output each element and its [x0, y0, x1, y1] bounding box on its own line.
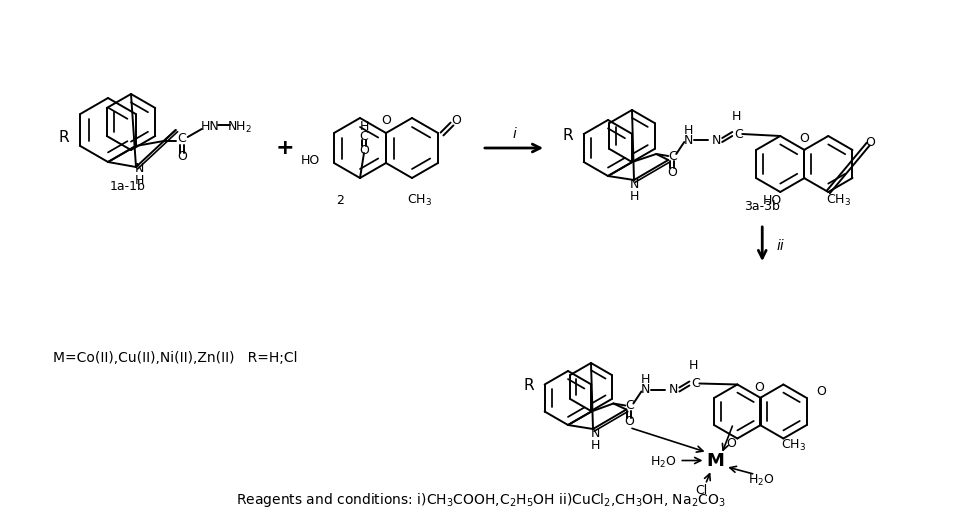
Text: O: O — [754, 381, 765, 394]
Text: O: O — [359, 144, 369, 157]
Text: O: O — [866, 136, 875, 148]
Text: 1a-1b: 1a-1b — [110, 179, 146, 193]
Text: H$_2$O: H$_2$O — [748, 473, 774, 488]
Text: ii: ii — [776, 239, 784, 253]
Text: C: C — [691, 377, 700, 390]
Text: H: H — [689, 359, 698, 372]
Text: HO: HO — [300, 154, 320, 167]
Text: i: i — [512, 127, 516, 141]
Text: N: N — [590, 427, 600, 440]
Text: 3a-3b: 3a-3b — [744, 199, 780, 213]
Text: Cl: Cl — [695, 484, 708, 497]
Text: C: C — [359, 129, 369, 143]
Text: O: O — [624, 415, 635, 428]
Text: CH$_3$: CH$_3$ — [781, 438, 806, 453]
Text: M: M — [707, 451, 724, 470]
Text: H: H — [135, 174, 144, 187]
Text: O: O — [667, 166, 677, 178]
Text: O: O — [381, 114, 391, 126]
Text: H$_2$O: H$_2$O — [650, 455, 677, 470]
Text: N: N — [640, 383, 650, 396]
Text: HO: HO — [763, 194, 782, 207]
Text: CH$_3$: CH$_3$ — [407, 193, 432, 208]
Text: N: N — [668, 383, 678, 396]
Text: R: R — [524, 379, 534, 393]
Text: H: H — [630, 189, 638, 203]
Text: 2: 2 — [336, 194, 344, 207]
Text: CH$_3$: CH$_3$ — [825, 193, 851, 208]
Text: NH$_2$: NH$_2$ — [227, 119, 252, 135]
Text: C: C — [668, 149, 677, 163]
Text: Reagents and conditions: i)CH$_3$COOH,C$_2$H$_5$OH ii)CuCl$_2$,CH$_3$OH, Na$_2$C: Reagents and conditions: i)CH$_3$COOH,C$… — [236, 491, 726, 509]
Text: +: + — [275, 138, 295, 158]
Text: H: H — [732, 109, 741, 123]
Text: C: C — [734, 127, 742, 140]
Text: C: C — [177, 133, 186, 146]
Text: O: O — [799, 132, 809, 145]
Text: H: H — [640, 373, 650, 386]
Text: N: N — [712, 134, 721, 147]
Text: H: H — [684, 124, 693, 137]
Text: N: N — [630, 177, 638, 190]
Text: O: O — [817, 385, 826, 398]
Text: R: R — [562, 128, 573, 144]
Text: H: H — [359, 119, 369, 133]
Text: O: O — [726, 437, 737, 450]
Text: H: H — [590, 439, 600, 452]
Text: M=Co(II),Cu(II),Ni(II),Zn(II)   R=H;Cl: M=Co(II),Cu(II),Ni(II),Zn(II) R=H;Cl — [53, 351, 298, 365]
Text: N: N — [684, 134, 693, 147]
Text: O: O — [177, 149, 187, 163]
Text: C: C — [625, 399, 634, 412]
Text: O: O — [451, 114, 461, 126]
Text: R: R — [59, 130, 69, 146]
Text: N: N — [135, 161, 144, 175]
Text: HN: HN — [200, 120, 220, 134]
